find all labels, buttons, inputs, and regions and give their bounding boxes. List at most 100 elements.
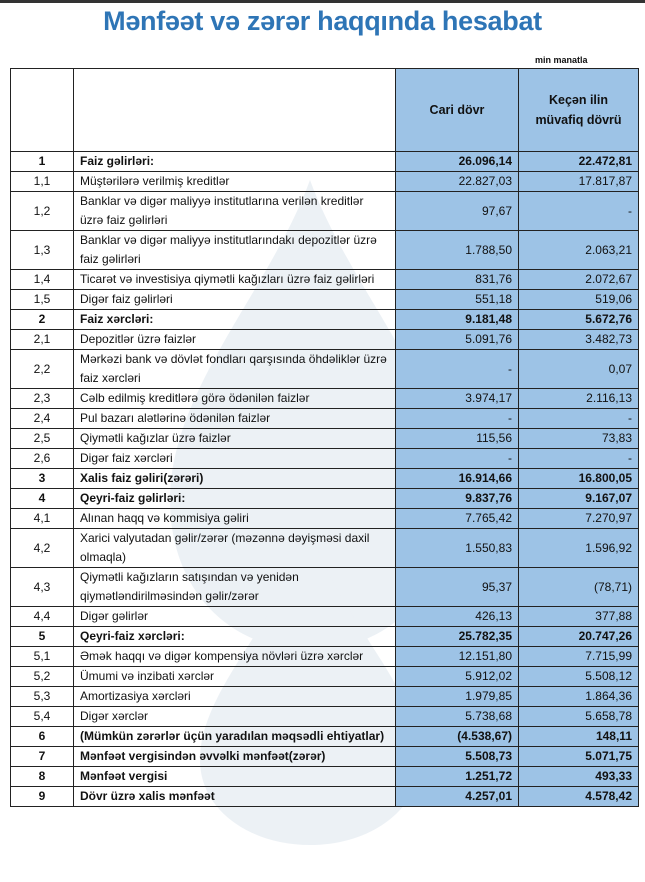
row-previous-value: 2.116,13	[518, 388, 639, 409]
row-current-value: 426,13	[395, 606, 519, 627]
row-current-value: 5.912,02	[395, 666, 519, 687]
header-current-period: Cari dövr	[395, 68, 519, 152]
row-number: 4,4	[10, 606, 74, 627]
row-current-value: 5.508,73	[395, 746, 519, 767]
header-description	[73, 68, 396, 152]
row-number: 2,5	[10, 428, 74, 449]
row-current-value: 831,76	[395, 269, 519, 290]
row-previous-value: 3.482,73	[518, 329, 639, 350]
row-previous-value: 9.167,07	[518, 488, 639, 509]
row-previous-value: 5.508,12	[518, 666, 639, 687]
table-row: 4,4 Digər gəlirlər 426,13 377,88	[10, 606, 639, 627]
row-previous-value: 2.072,67	[518, 269, 639, 290]
row-current-value: 25.782,35	[395, 626, 519, 647]
row-label: Digər xərclər	[73, 706, 396, 727]
row-previous-value: (78,71)	[518, 567, 639, 607]
header-number	[10, 68, 74, 152]
table-row: 1,5 Digər faiz gəlirləri 551,18 519,06	[10, 289, 639, 310]
table-row: 3 Xalis faiz gəliri(zərəri) 16.914,66 16.80…	[10, 468, 639, 489]
row-current-value: 95,37	[395, 567, 519, 607]
row-current-value: 7.765,42	[395, 508, 519, 529]
table-row: 4 Qeyri-faiz gəlirləri: 9.837,76 9.167,07	[10, 488, 639, 509]
row-current-value: -	[395, 448, 519, 469]
row-previous-value: -	[518, 448, 639, 469]
row-number: 5,3	[10, 686, 74, 707]
header-previous-period: Keçən ilin müvafiq dövrü	[518, 68, 639, 152]
row-label: Faiz gəlirləri:	[73, 151, 396, 172]
row-label: Digər gəlirlər	[73, 606, 396, 627]
row-current-value: 26.096,14	[395, 151, 519, 172]
row-previous-value: 73,83	[518, 428, 639, 449]
row-previous-value: 20.747,26	[518, 626, 639, 647]
table-row: 2,5 Qiymətli kağızlar üzrə faizlər 115,56 7…	[10, 428, 639, 449]
row-previous-value: 377,88	[518, 606, 639, 627]
row-previous-value: 4.578,42	[518, 786, 639, 807]
row-current-value: 3.974,17	[395, 388, 519, 409]
row-current-value: 97,67	[395, 191, 519, 231]
table-row: 5,3 Amortizasiya xərcləri 1.979,85 1.864,36	[10, 686, 639, 707]
row-number: 7	[10, 746, 74, 767]
table-row: 5,1 Əmək haqqı və digər kompensiya növlər…	[10, 646, 639, 667]
row-current-value: -	[395, 408, 519, 429]
row-number: 9	[10, 786, 74, 807]
row-label: Digər faiz xərcləri	[73, 448, 396, 469]
table-row: 1 Faiz gəlirləri: 26.096,14 22.472,81	[10, 151, 639, 172]
table-row: 2,4 Pul bazarı alətlərinə ödənilən faizlə…	[10, 408, 639, 429]
row-label: Qiymətli kağızların satışından və yenidə…	[73, 567, 396, 607]
row-label: Depozitlər üzrə faizlər	[73, 329, 396, 350]
row-label: Ümumi və inzibati xərclər	[73, 666, 396, 687]
row-number: 5	[10, 626, 74, 647]
row-label: Qiymətli kağızlar üzrə faizlər	[73, 428, 396, 449]
row-number: 3	[10, 468, 74, 489]
row-current-value: 12.151,80	[395, 646, 519, 667]
table-row: 2,6 Digər faiz xərcləri - -	[10, 448, 639, 469]
row-current-value: (4.538,67)	[395, 726, 519, 747]
row-previous-value: 2.063,21	[518, 230, 639, 270]
page-title: Mənfəət və zərər haqqında hesabat	[103, 6, 542, 36]
table-row: 1,4 Ticarət və investisiya qiymətli kağız…	[10, 269, 639, 290]
row-label: (Mümkün zərərlər üçün yaradılan məqsədli…	[73, 726, 396, 747]
row-current-value: 16.914,66	[395, 468, 519, 489]
row-number: 4	[10, 488, 74, 509]
row-number: 1,5	[10, 289, 74, 310]
row-number: 2,1	[10, 329, 74, 350]
row-label: Ticarət və investisiya qiymətli kağızlar…	[73, 269, 396, 290]
table-row: 4,2 Xarici valyutadan gəlir/zərər (məzənn…	[10, 528, 639, 568]
table-row: 5 Qeyri-faiz xərcləri: 25.782,35 20.747,26	[10, 626, 639, 647]
table-row: 5,2 Ümumi və inzibati xərclər 5.912,02 5.50…	[10, 666, 639, 687]
row-label: Dövr üzrə xalis mənfəət	[73, 786, 396, 807]
row-previous-value: 5.658,78	[518, 706, 639, 727]
row-previous-value: 22.472,81	[518, 151, 639, 172]
row-previous-value: 1.596,92	[518, 528, 639, 568]
row-label: Alınan haqq və kommisiya gəliri	[73, 508, 396, 529]
row-number: 1,4	[10, 269, 74, 290]
row-number: 2,3	[10, 388, 74, 409]
row-current-value: 551,18	[395, 289, 519, 310]
row-current-value: 1.550,83	[395, 528, 519, 568]
row-number: 6	[10, 726, 74, 747]
row-number: 8	[10, 766, 74, 787]
row-label: Banklar və digər maliyyə institutlarına …	[73, 191, 396, 231]
row-label: Banklar və digər maliyyə institutlarında…	[73, 230, 396, 270]
row-current-value: 5.091,76	[395, 329, 519, 350]
row-current-value: -	[395, 349, 519, 389]
row-previous-value: -	[518, 408, 639, 429]
row-current-value: 1.251,72	[395, 766, 519, 787]
row-label: Mənfəət vergisi	[73, 766, 396, 787]
row-label: Xalis faiz gəliri(zərəri)	[73, 468, 396, 489]
row-label: Faiz xərcləri:	[73, 309, 396, 330]
row-number: 1,2	[10, 191, 74, 231]
table-row: 5,4 Digər xərclər 5.738,68 5.658,78	[10, 706, 639, 727]
row-number: 4,3	[10, 567, 74, 607]
row-current-value: 1.979,85	[395, 686, 519, 707]
row-number: 2,4	[10, 408, 74, 429]
row-number: 2	[10, 309, 74, 330]
table-row: 8 Mənfəət vergisi 1.251,72 493,33	[10, 766, 639, 787]
row-previous-value: 7.270,97	[518, 508, 639, 529]
row-number: 1,3	[10, 230, 74, 270]
row-label: Amortizasiya xərcləri	[73, 686, 396, 707]
table-row: 6 (Mümkün zərərlər üçün yaradılan məqsədl…	[10, 726, 639, 747]
row-current-value: 22.827,03	[395, 171, 519, 192]
table-row: 9 Dövr üzrə xalis mənfəət 4.257,01 4.578,42	[10, 786, 639, 807]
row-current-value: 115,56	[395, 428, 519, 449]
